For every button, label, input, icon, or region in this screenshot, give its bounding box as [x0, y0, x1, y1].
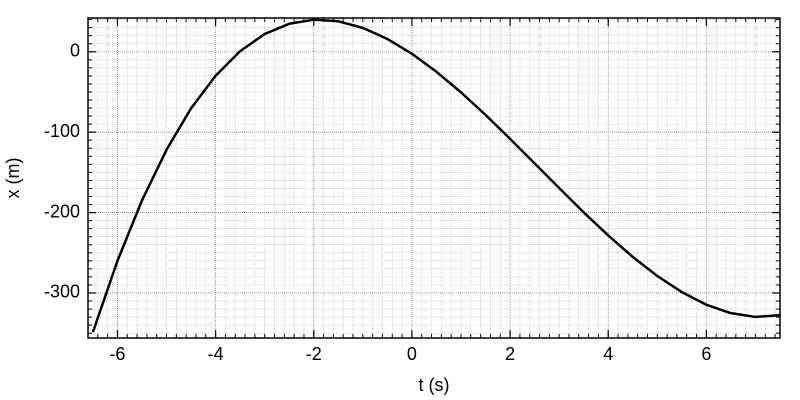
x-tick-label: 2	[505, 344, 515, 364]
x-tick-label: 6	[701, 344, 711, 364]
y-axis-label: x (m)	[3, 158, 23, 199]
x-tick-label: 4	[603, 344, 613, 364]
y-tick-label: 0	[70, 41, 80, 61]
x-tick-label: 0	[407, 344, 417, 364]
plot-frame	[87, 17, 781, 339]
x-tick-label: -6	[109, 344, 125, 364]
x-tick-label: -2	[306, 344, 322, 364]
y-tick-label: -200	[44, 201, 80, 221]
x-tick-label: -4	[208, 344, 224, 364]
x-axis-label: t (s)	[419, 375, 450, 395]
data-line	[91, 18, 780, 333]
y-tick-label: -100	[44, 121, 80, 141]
y-tick-label: -300	[44, 282, 80, 302]
